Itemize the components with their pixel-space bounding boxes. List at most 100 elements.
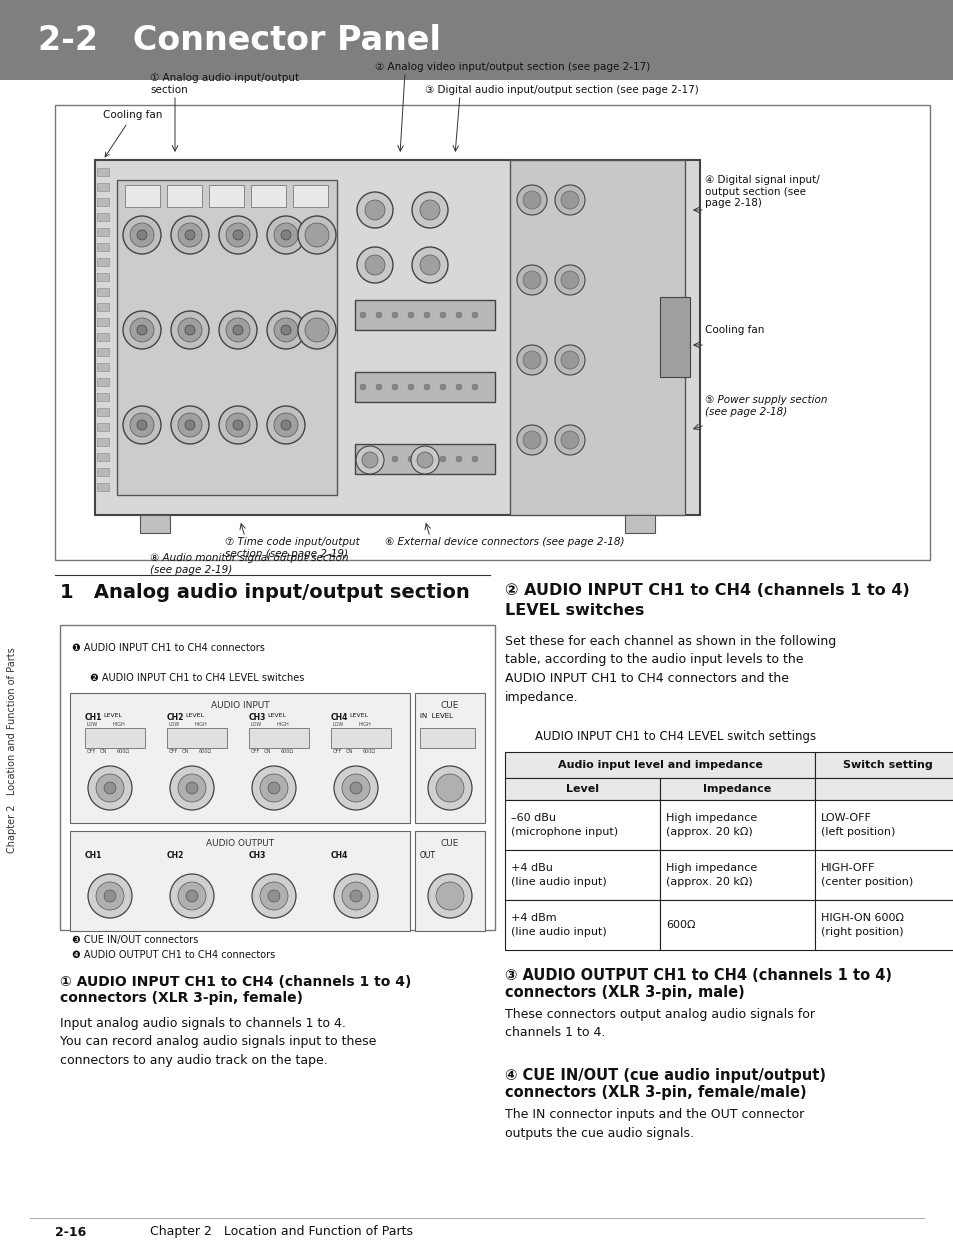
Circle shape — [555, 345, 584, 374]
Circle shape — [522, 192, 540, 209]
Circle shape — [555, 185, 584, 215]
Text: ③ Digital audio input/output section (see page 2-17): ③ Digital audio input/output section (se… — [424, 85, 698, 95]
Text: ❷ AUDIO INPUT CH1 to CH4 LEVEL switches: ❷ AUDIO INPUT CH1 to CH4 LEVEL switches — [90, 673, 304, 683]
Text: These connectors output analog audio signals for
channels 1 to 4.: These connectors output analog audio sig… — [504, 1008, 814, 1040]
Text: Input analog audio signals to channels 1 to 4.
You can record analog audio signa: Input analog audio signals to channels 1… — [60, 1018, 376, 1067]
Circle shape — [517, 425, 546, 455]
Circle shape — [297, 311, 335, 350]
Circle shape — [260, 882, 288, 911]
Circle shape — [178, 223, 202, 248]
Circle shape — [456, 312, 461, 318]
Circle shape — [186, 782, 198, 794]
Text: ② AUDIO INPUT CH1 to CH4 (channels 1 to 4): ② AUDIO INPUT CH1 to CH4 (channels 1 to … — [504, 583, 909, 598]
Bar — [355, 372, 495, 402]
Circle shape — [412, 192, 448, 228]
Text: ④ Digital signal input/
output section (see
page 2-18): ④ Digital signal input/ output section (… — [704, 175, 819, 208]
Circle shape — [356, 248, 393, 282]
Circle shape — [123, 406, 161, 444]
Bar — [97, 393, 109, 401]
Bar — [97, 198, 109, 207]
Text: CH2: CH2 — [167, 713, 184, 722]
Circle shape — [408, 312, 414, 318]
Circle shape — [560, 192, 578, 209]
Text: ⑥ External device connectors (see page 2-18): ⑥ External device connectors (see page 2… — [385, 537, 624, 547]
Text: CUE: CUE — [440, 838, 458, 848]
Text: LOW: LOW — [333, 722, 344, 726]
Text: 600Ω: 600Ω — [665, 921, 695, 931]
Text: HIGH-OFF
(center position): HIGH-OFF (center position) — [821, 863, 912, 887]
Bar — [504, 753, 814, 778]
Bar — [125, 185, 160, 207]
Circle shape — [472, 457, 477, 462]
Circle shape — [178, 413, 202, 437]
Bar — [97, 423, 109, 430]
Circle shape — [137, 420, 147, 430]
Bar — [814, 899, 953, 950]
Bar — [70, 693, 410, 824]
Circle shape — [219, 216, 256, 254]
Text: ON: ON — [264, 749, 272, 754]
Bar — [659, 778, 814, 800]
Text: LEVEL: LEVEL — [103, 713, 122, 718]
Text: ④ CUE IN/OUT (cue audio input/output)
connectors (XLR 3-pin, female/male): ④ CUE IN/OUT (cue audio input/output) co… — [504, 1069, 825, 1101]
Circle shape — [281, 325, 291, 335]
Bar — [97, 453, 109, 462]
Circle shape — [123, 216, 161, 254]
Bar — [251, 185, 286, 207]
Circle shape — [416, 452, 433, 468]
Text: Impedance: Impedance — [702, 784, 771, 794]
Circle shape — [185, 230, 194, 240]
Circle shape — [233, 420, 243, 430]
Text: CH2: CH2 — [167, 851, 184, 860]
Text: Chapter 2   Location and Function of Parts: Chapter 2 Location and Function of Parts — [150, 1225, 413, 1239]
Bar — [85, 728, 145, 748]
Bar — [355, 444, 495, 474]
Text: LOW: LOW — [251, 722, 262, 726]
Text: ❶ AUDIO INPUT CH1 to CH4 connectors: ❶ AUDIO INPUT CH1 to CH4 connectors — [71, 643, 265, 653]
Circle shape — [408, 384, 414, 391]
Bar — [97, 318, 109, 326]
Text: LEVEL: LEVEL — [185, 713, 204, 718]
Circle shape — [439, 384, 446, 391]
Bar — [55, 104, 929, 560]
Circle shape — [392, 384, 397, 391]
Bar — [167, 185, 202, 207]
Bar — [814, 753, 953, 778]
Circle shape — [423, 312, 430, 318]
Bar — [293, 185, 328, 207]
Text: ON: ON — [100, 749, 108, 754]
Circle shape — [233, 230, 243, 240]
Bar — [415, 693, 484, 824]
Text: CH1: CH1 — [85, 713, 102, 722]
Circle shape — [365, 200, 385, 220]
Text: ② Analog video input/output section (see page 2-17): ② Analog video input/output section (see… — [375, 62, 650, 72]
Text: Cooling fan: Cooling fan — [103, 109, 162, 157]
Text: HIGH: HIGH — [276, 722, 290, 726]
Circle shape — [178, 882, 206, 911]
Bar — [97, 483, 109, 491]
Text: HIGH: HIGH — [358, 722, 372, 726]
Bar — [249, 728, 309, 748]
Circle shape — [412, 248, 448, 282]
Text: ⑧ Audio monitor signal output section
(see page 2-19): ⑧ Audio monitor signal output section (s… — [150, 554, 348, 575]
Circle shape — [375, 457, 381, 462]
Text: CH3: CH3 — [249, 851, 266, 860]
Circle shape — [419, 255, 439, 275]
Bar — [504, 800, 659, 850]
Bar — [97, 258, 109, 266]
Circle shape — [267, 406, 305, 444]
Text: ON: ON — [346, 749, 354, 754]
Circle shape — [226, 318, 250, 342]
Circle shape — [137, 230, 147, 240]
Text: 1   Analog audio input/output section: 1 Analog audio input/output section — [60, 583, 469, 602]
Circle shape — [439, 457, 446, 462]
Bar — [814, 800, 953, 850]
Circle shape — [219, 406, 256, 444]
Circle shape — [350, 889, 361, 902]
Text: Chapter 2   Location and Function of Parts: Chapter 2 Location and Function of Parts — [7, 647, 17, 853]
Bar — [117, 180, 336, 495]
Circle shape — [334, 766, 377, 810]
Text: OFF: OFF — [87, 749, 96, 754]
Circle shape — [555, 425, 584, 455]
Circle shape — [274, 318, 297, 342]
